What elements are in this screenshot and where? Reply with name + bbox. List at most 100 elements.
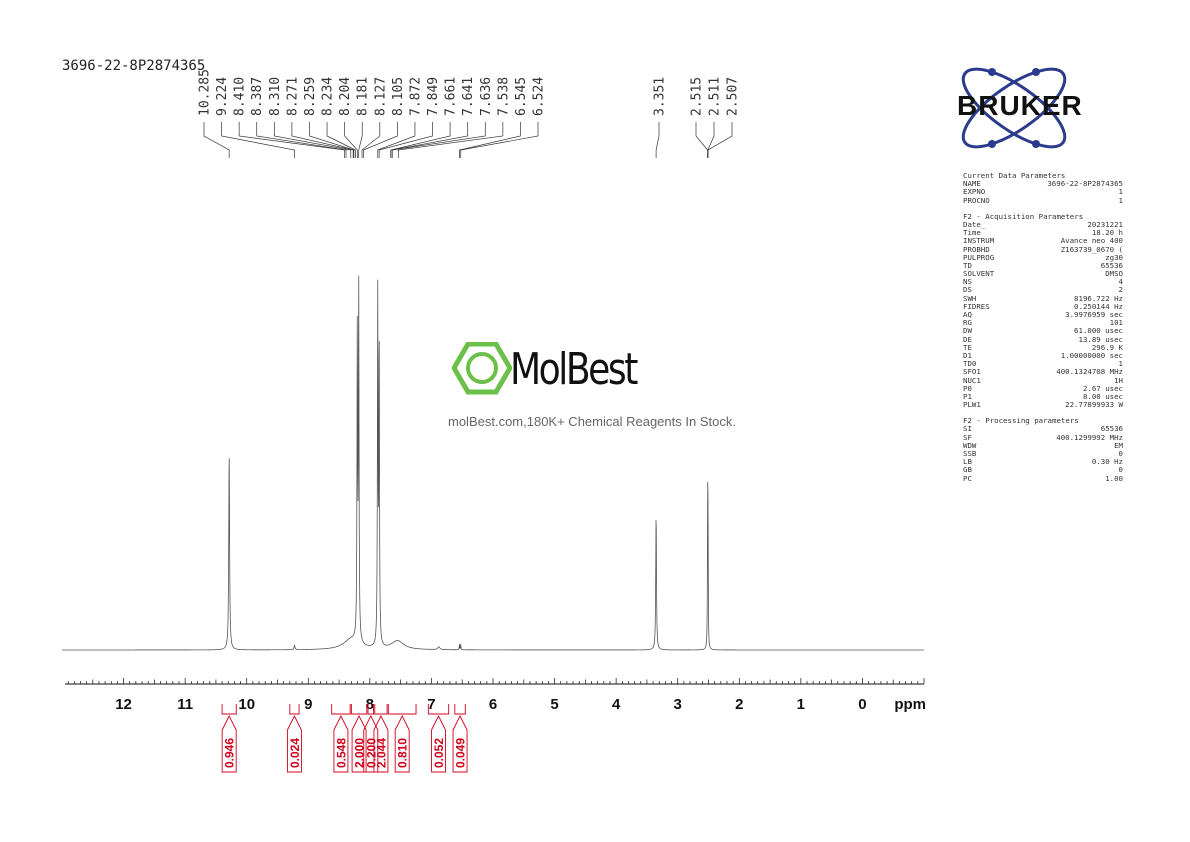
param-key: RG xyxy=(963,318,972,328)
peak-leader-line xyxy=(363,122,398,158)
molbest-logo-icon xyxy=(452,342,512,395)
peak-leader-line xyxy=(221,122,295,158)
x-tick-label: 7 xyxy=(427,696,435,713)
param-value: 296.9 K xyxy=(1091,342,1123,352)
integral-value: 0.946 xyxy=(223,738,237,768)
param-key: SI xyxy=(963,424,972,434)
x-tick-label: 11 xyxy=(177,696,193,713)
integral-value: 2.044 xyxy=(374,738,388,768)
param-value: 65536 xyxy=(1100,424,1123,434)
param-row: TD0 1 xyxy=(963,359,1123,369)
param-key: TE xyxy=(963,342,972,352)
param-row: DS 2 xyxy=(963,286,1123,294)
param-row: TE 296.9 K xyxy=(963,342,1123,352)
param-key: P0 xyxy=(963,383,972,393)
peak-leader-line xyxy=(460,122,539,158)
param-value: Z163739_0670 ( xyxy=(1060,244,1123,254)
integral-value: 0.052 xyxy=(432,738,446,768)
param-key: NUC1 xyxy=(963,375,981,385)
integral-box xyxy=(363,714,379,773)
peak-leader-line xyxy=(273,122,352,158)
param-row: Date_ 20231221 xyxy=(963,220,1123,229)
x-tick-label: 9 xyxy=(304,696,312,713)
x-tick-label: 0 xyxy=(858,696,866,713)
param-value: 8.00 usec xyxy=(1082,391,1123,401)
param-key: PROBHD xyxy=(963,244,990,254)
param-value: 8196.722 Hz xyxy=(1074,293,1123,303)
peak-leader-line xyxy=(309,122,355,158)
param-row: EXPNO 1 xyxy=(963,188,1123,196)
integral-bracket xyxy=(367,704,375,715)
param-row: SI 65536 xyxy=(963,425,1123,433)
integral-bracket xyxy=(221,704,237,715)
x-tick-label: 4 xyxy=(612,696,621,713)
integral-bracket xyxy=(331,704,351,715)
param-row: DW 61.000 usec xyxy=(963,327,1123,335)
param-value: 65536 xyxy=(1100,260,1123,270)
x-tick-label: 3 xyxy=(674,696,682,713)
param-group: F2 - Acquisition Parameters Date_ 20231221… xyxy=(963,212,1123,410)
param-row: DE 13.89 usec xyxy=(963,335,1123,344)
bruker-logo: BRUKER xyxy=(952,62,1122,154)
param-row: SFO1 400.1324708 MHz xyxy=(963,368,1123,376)
param-row: TD 65536 xyxy=(963,260,1123,270)
peak-leader-line xyxy=(707,122,733,158)
param-group-title: F2 - Processing parameters xyxy=(963,416,1079,426)
integral-bracket xyxy=(387,704,417,715)
param-value: 1 xyxy=(1118,187,1123,197)
peak-label: 8.181 xyxy=(356,77,371,116)
peak-leader-line xyxy=(326,122,356,158)
x-tick-label: 5 xyxy=(550,696,558,713)
peak-label: 2.507 xyxy=(726,77,741,116)
param-value: 101 xyxy=(1109,318,1123,328)
peak-label: 8.410 xyxy=(233,77,248,116)
param-value: EM xyxy=(1114,440,1123,450)
param-key: SFO1 xyxy=(963,367,981,377)
integral-box xyxy=(394,714,410,773)
peak-label: 8.234 xyxy=(321,77,336,116)
peak-leader-line xyxy=(397,122,504,158)
peak-label: 6.545 xyxy=(514,77,529,116)
param-row: Time 18.20 h xyxy=(963,228,1123,237)
param-value: 1H xyxy=(1114,375,1123,385)
param-row: D1 1.00000000 sec xyxy=(963,351,1123,360)
param-key: WDW xyxy=(963,440,977,450)
peak-leader-line xyxy=(203,122,230,158)
peak-label: 8.204 xyxy=(338,77,353,116)
param-value: 400.1299992 MHz xyxy=(1056,432,1123,442)
param-group-title: Current Data Parameters xyxy=(963,171,1066,180)
param-value: 3696-22-8P2874365 xyxy=(1047,179,1123,189)
param-key: TD xyxy=(963,260,972,270)
param-key: SWH xyxy=(963,293,977,303)
param-group: F2 - Processing parameters SI 65536 SF 400.1… xyxy=(963,417,1123,483)
param-value: 1 xyxy=(1118,359,1123,369)
param-row: AQ 3.9976959 sec xyxy=(963,310,1123,319)
param-row: P1 8.00 usec xyxy=(963,391,1123,401)
param-row: LB 0.30 Hz xyxy=(963,458,1123,466)
param-row: PULPROG zg30 xyxy=(963,253,1123,262)
x-tick-label: 12 xyxy=(115,696,132,713)
param-key: PC xyxy=(963,473,972,483)
peak-leader-line xyxy=(391,122,469,158)
integral-box xyxy=(333,714,349,773)
peak-label: 6.524 xyxy=(532,77,547,116)
peak-leader-line xyxy=(390,122,451,158)
x-tick-label: 2 xyxy=(735,696,743,713)
param-value: 1.00 xyxy=(1105,473,1123,483)
peak-label: 2.515 xyxy=(690,77,705,116)
peak-label: 8.310 xyxy=(268,77,283,116)
param-value: 1 xyxy=(1118,195,1123,205)
integral-bracket xyxy=(289,704,300,715)
peak-leader-line xyxy=(459,122,521,158)
peak-label-group: 10.285 9.224 8.410 8.387 8.310 8.271 8.259 8.23… xyxy=(198,69,741,158)
peak-label: 7.636 xyxy=(479,77,494,116)
param-value: 0 xyxy=(1118,465,1123,475)
param-value: 400.1324708 MHz xyxy=(1056,367,1123,377)
param-row: RG 101 xyxy=(963,319,1123,327)
param-value: DMSO xyxy=(1105,269,1123,279)
param-key: SOLVENT xyxy=(963,269,995,279)
param-key: EXPNO xyxy=(963,187,986,197)
peak-leader-line xyxy=(377,122,416,158)
